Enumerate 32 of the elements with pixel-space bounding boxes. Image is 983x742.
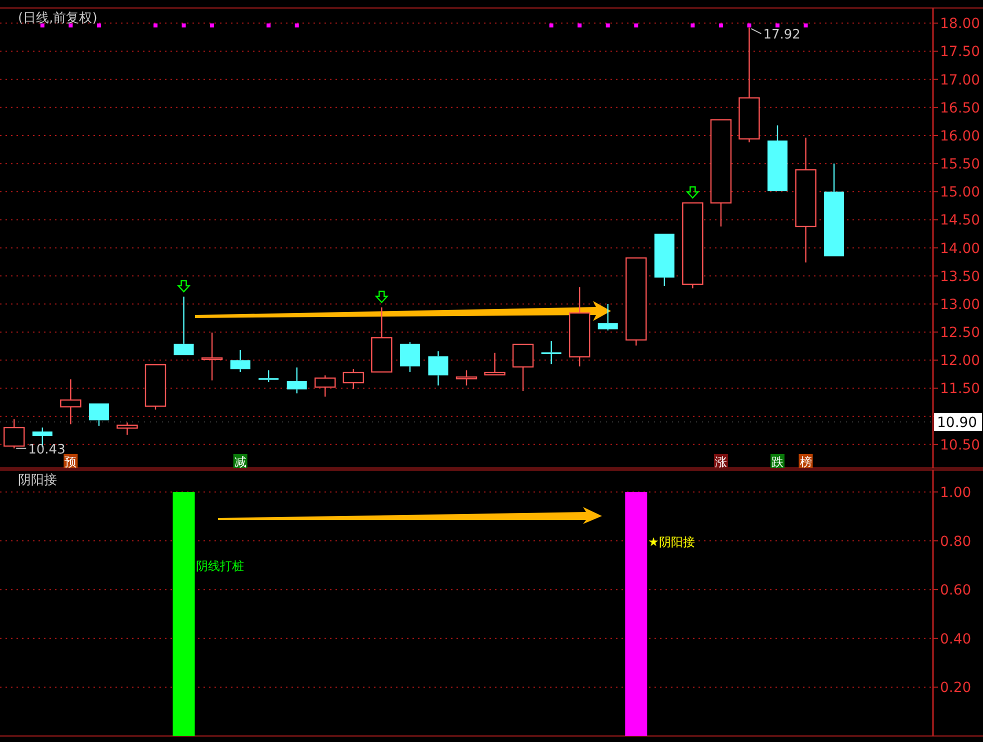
y-tick-label: 16.00 <box>940 128 980 144</box>
chart-title: (日线,前复权) <box>18 11 98 26</box>
y-tick-label: 0.40 <box>940 631 972 648</box>
y-tick-label: 15.50 <box>940 156 980 173</box>
annotation: 涨 <box>714 455 727 469</box>
y-tick-label: 12.00 <box>940 353 980 370</box>
y-tick-label: 13.00 <box>940 296 980 313</box>
annotation: 预 <box>64 455 77 469</box>
y-tick-label: 14.00 <box>940 240 980 257</box>
annotation: 减 <box>234 455 246 469</box>
y-tick-label: 11.50 <box>940 381 980 398</box>
y-tick-label: 14.50 <box>940 212 980 229</box>
y-tick-label: 0.20 <box>940 680 972 696</box>
annotation: 17.92 <box>763 28 800 43</box>
y-tick-label: 12.50 <box>940 325 980 342</box>
annotation: 榜 <box>800 455 812 469</box>
y-tick-label: 13.50 <box>940 268 980 285</box>
y-tick-label: 0.80 <box>940 534 972 550</box>
y-tick-label: 1.00 <box>940 484 972 501</box>
y-tick-label: 17.00 <box>940 72 980 88</box>
annotation: 10.43 <box>28 442 66 458</box>
y-tick-label: 16.50 <box>940 100 980 116</box>
annotation: 阴线打桩 <box>196 559 244 574</box>
annotation: 跌 <box>772 455 784 469</box>
y-tick-label: 15.00 <box>940 184 980 201</box>
y-tick-label: 10.50 <box>940 437 980 454</box>
ref-line-label: 10.90 <box>937 414 978 431</box>
y-tick-label: 0.60 <box>940 582 972 599</box>
annotation: ★阴阳接 <box>648 534 695 549</box>
y-tick-label: 18.00 <box>940 16 980 32</box>
y-tick-label: 17.50 <box>940 44 980 60</box>
chart-title: 阴阳接 <box>18 473 57 488</box>
